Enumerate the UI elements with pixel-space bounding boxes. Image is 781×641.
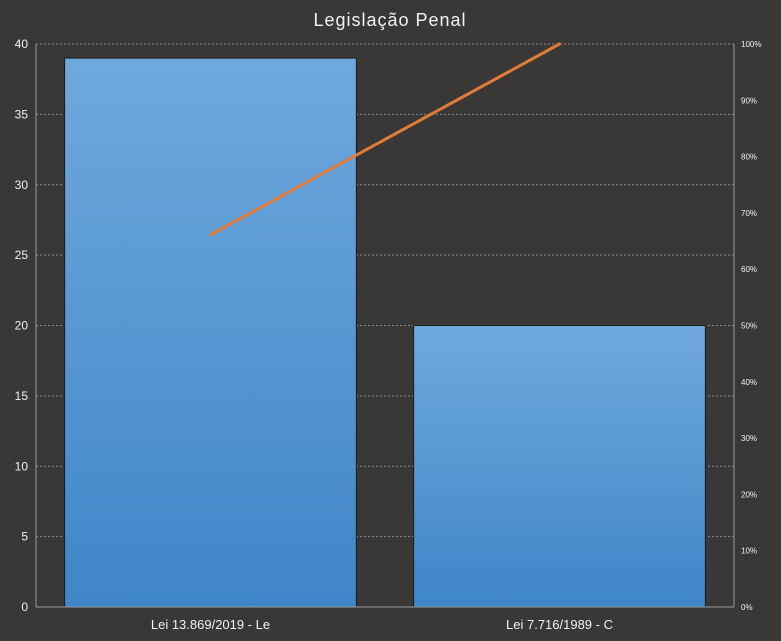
y-tick-label: 0	[21, 600, 28, 614]
bar	[413, 325, 706, 608]
y-tick-label: 5	[21, 530, 28, 544]
y-tick-label: 30	[15, 178, 29, 192]
y-tick-label: 25	[15, 248, 29, 262]
bars	[64, 57, 706, 608]
y2-tick-label: 40%	[741, 378, 757, 387]
y2-tick-label: 30%	[741, 434, 757, 443]
y2-tick-label: 0%	[741, 603, 753, 612]
y-tick-label: 35	[15, 107, 29, 121]
right-axis: 0% 10% 20% 30% 40% 50% 60% 70% 80% 90% 100%	[733, 40, 761, 612]
category-axis: Lei 13.869/2019 - Le Lei 7.716/1989 - C	[36, 606, 734, 632]
x-tick-label: Lei 7.716/1989 - C	[506, 617, 613, 632]
x-tick-label: Lei 13.869/2019 - Le	[151, 617, 270, 632]
y2-tick-label: 80%	[741, 153, 757, 162]
y2-tick-label: 90%	[741, 96, 757, 105]
bar	[64, 57, 357, 608]
y-tick-label: 20	[15, 319, 29, 333]
y2-tick-label: 70%	[741, 209, 757, 218]
left-axis: 0 5 10 15 20 25 30 35 40	[15, 37, 37, 614]
y2-tick-label: 20%	[741, 490, 757, 499]
line-series	[209, 42, 561, 237]
y2-tick-label: 60%	[741, 265, 757, 274]
y-tick-label: 40	[15, 37, 29, 51]
y2-tick-label: 10%	[741, 547, 757, 556]
cumulative-line	[209, 42, 561, 237]
chart-title: Legislação Penal	[313, 10, 466, 30]
y2-tick-label: 100%	[741, 40, 761, 49]
y2-tick-label: 50%	[741, 322, 757, 331]
y-tick-label: 15	[15, 389, 29, 403]
y-tick-label: 10	[15, 459, 29, 473]
